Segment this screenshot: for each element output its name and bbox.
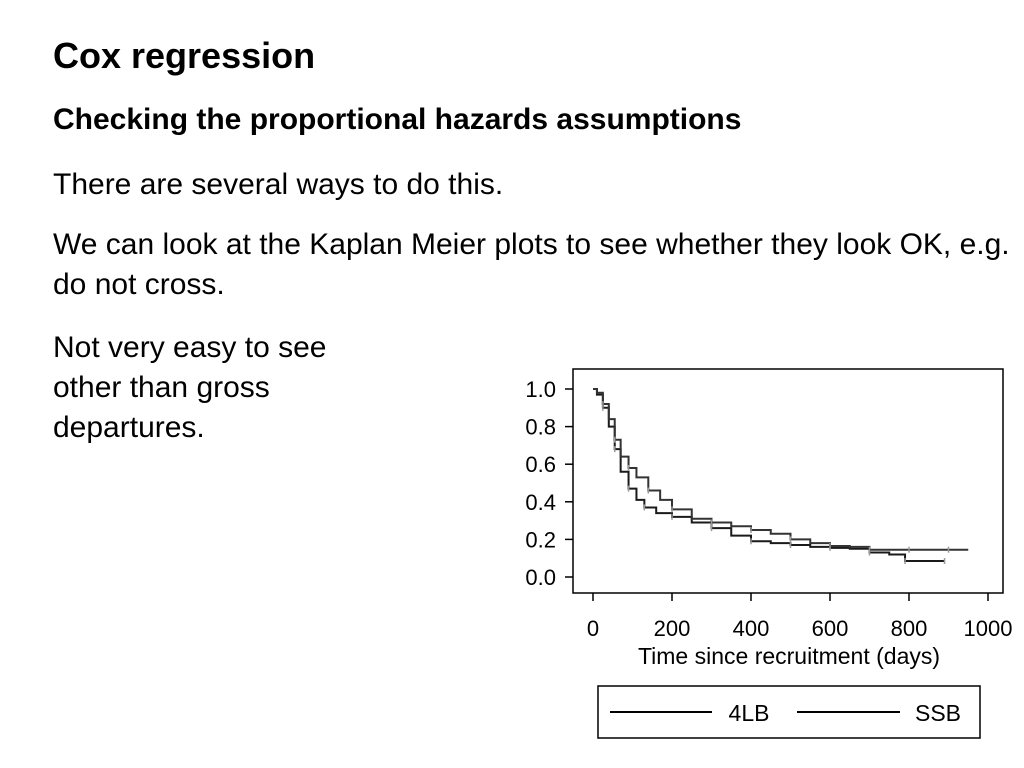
series-line-ssb xyxy=(593,388,969,551)
paragraph-1: There are several ways to do this. xyxy=(53,168,504,201)
x-axis-label: Time since recruitment (days) xyxy=(638,643,940,669)
chart-axes: 0.0 0.2 0.4 0.6 0.8 1.0 0 200 400 600 800 1000 xyxy=(525,377,1012,641)
y-tick-label: 0.2 xyxy=(525,527,556,552)
chart-series-group xyxy=(593,388,969,565)
paragraph-2: We can look at the Kaplan Meier plots to… xyxy=(53,228,1010,301)
legend-label-ssb: SSB xyxy=(915,700,961,726)
page-title: Cox regression xyxy=(53,35,316,76)
y-tick-label: 0.8 xyxy=(525,415,556,440)
legend-label-4lb: 4LB xyxy=(729,700,770,726)
y-tick-label: 0.0 xyxy=(525,565,556,590)
section-subtitle: Checking the proportional hazards assump… xyxy=(53,103,742,136)
legend-box xyxy=(597,685,981,739)
paragraph-3: Not very easy to see other than gross de… xyxy=(53,331,327,444)
x-tick-label: 0 xyxy=(587,616,599,641)
x-tick-label: 800 xyxy=(891,616,928,641)
y-tick-label: 1.0 xyxy=(525,377,556,402)
y-tick-label: 0.6 xyxy=(525,452,556,477)
x-tick-label: 200 xyxy=(654,616,691,641)
series-line-4lb xyxy=(593,388,945,563)
x-tick-label: 1000 xyxy=(964,616,1013,641)
y-tick-label: 0.4 xyxy=(525,490,556,515)
chart-legend: 4LB SSB xyxy=(597,685,981,739)
x-tick-label: 600 xyxy=(812,616,849,641)
plot-frame xyxy=(572,368,1004,594)
x-tick-label: 400 xyxy=(733,616,770,641)
